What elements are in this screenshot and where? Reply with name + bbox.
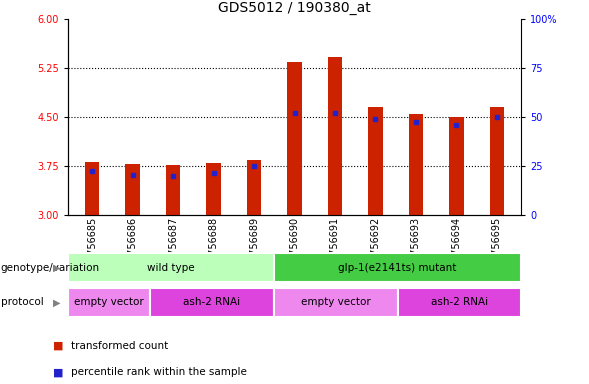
Text: wild type: wild type — [147, 263, 194, 273]
Text: glp-1(e2141ts) mutant: glp-1(e2141ts) mutant — [339, 263, 456, 273]
Bar — [409, 114, 423, 215]
Bar — [490, 108, 504, 215]
Bar — [368, 108, 383, 215]
Bar — [247, 160, 261, 215]
Text: ash-2 RNAi: ash-2 RNAi — [431, 297, 488, 308]
Text: transformed count: transformed count — [71, 341, 168, 351]
Bar — [68, 288, 150, 317]
Text: ■: ■ — [53, 341, 64, 351]
Bar — [287, 62, 302, 215]
Bar — [206, 163, 221, 215]
Bar — [328, 57, 342, 215]
Text: ▶: ▶ — [54, 297, 61, 308]
Bar — [150, 288, 274, 317]
Bar — [274, 253, 521, 282]
Bar — [449, 117, 464, 215]
Bar — [274, 288, 398, 317]
Bar — [398, 288, 521, 317]
Text: genotype/variation: genotype/variation — [1, 263, 100, 273]
Text: protocol: protocol — [1, 297, 44, 308]
Title: GDS5012 / 190380_at: GDS5012 / 190380_at — [218, 2, 371, 15]
Bar — [68, 253, 274, 282]
Text: ■: ■ — [53, 367, 64, 377]
Bar — [85, 162, 99, 215]
Text: empty vector: empty vector — [74, 297, 144, 308]
Text: ash-2 RNAi: ash-2 RNAi — [184, 297, 240, 308]
Text: empty vector: empty vector — [301, 297, 370, 308]
Bar — [166, 166, 180, 215]
Bar — [125, 164, 140, 215]
Text: ▶: ▶ — [54, 263, 61, 273]
Text: percentile rank within the sample: percentile rank within the sample — [71, 367, 247, 377]
